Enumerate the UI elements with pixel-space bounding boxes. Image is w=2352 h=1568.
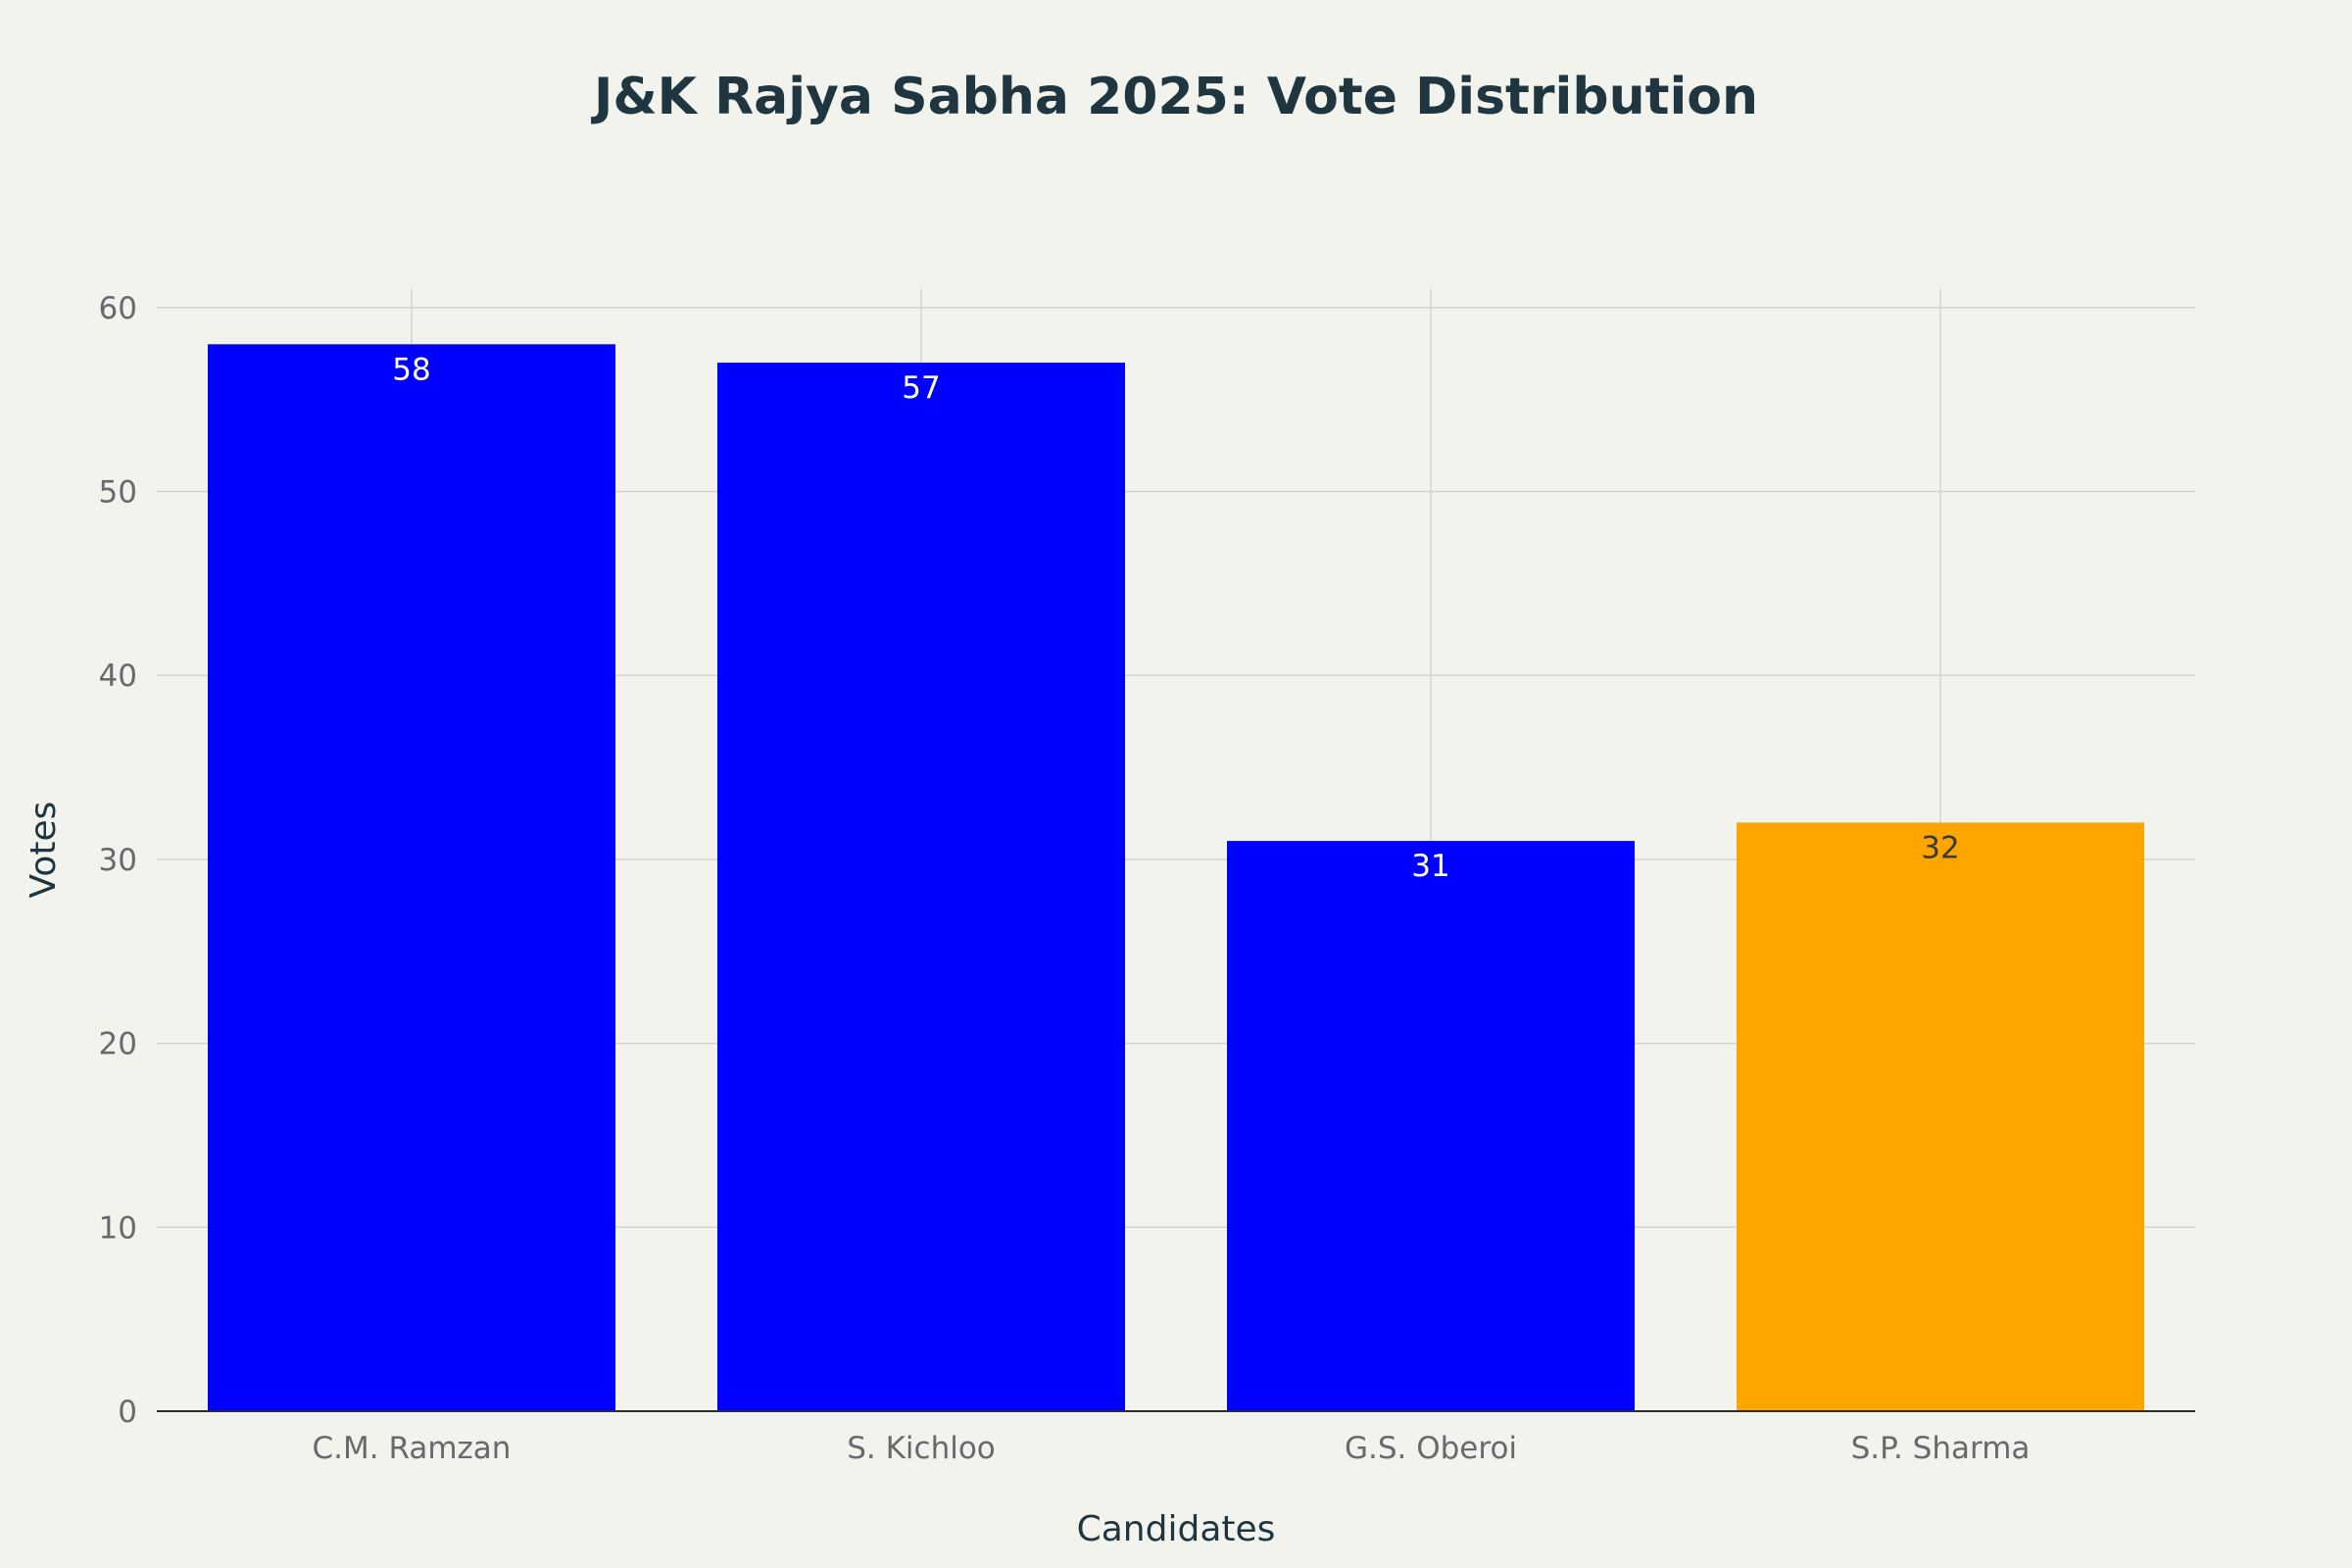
y-tick-label: 0 bbox=[118, 1395, 137, 1430]
y-tick-label: 20 bbox=[99, 1027, 137, 1062]
x-tick-label: S.P. Sharma bbox=[1851, 1431, 2031, 1466]
bar-value-label: 31 bbox=[1411, 849, 1449, 884]
bars bbox=[208, 344, 2144, 1411]
bar[interactable] bbox=[717, 363, 1125, 1411]
y-tick-label: 10 bbox=[99, 1210, 137, 1246]
bar-value-label: 58 bbox=[392, 352, 430, 387]
x-tick-label: G.S. Oberoi bbox=[1345, 1431, 1517, 1466]
bar-value-label: 57 bbox=[902, 370, 940, 406]
bar[interactable] bbox=[1737, 822, 2144, 1411]
x-axis-title: Candidates bbox=[1077, 1509, 1276, 1549]
chart-title: J&K Rajya Sabha 2025: Vote Distribution bbox=[591, 68, 1758, 126]
x-tick-label: C.M. Ramzan bbox=[313, 1431, 512, 1466]
bar-value-label: 32 bbox=[1921, 830, 1959, 865]
y-axis-title: Votes bbox=[24, 802, 64, 899]
y-tick-labels: 0 10 20 30 40 50 60 bbox=[99, 291, 137, 1430]
y-tick-label: 30 bbox=[99, 843, 137, 878]
y-tick-label: 50 bbox=[99, 474, 137, 510]
y-tick-label: 60 bbox=[99, 291, 137, 326]
x-tick-label: S. Kichloo bbox=[847, 1431, 996, 1466]
x-tick-labels: C.M. Ramzan S. Kichloo G.S. Oberoi S.P. Sha… bbox=[313, 1431, 2031, 1466]
y-tick-label: 40 bbox=[99, 659, 137, 694]
bar[interactable] bbox=[208, 344, 615, 1411]
bar[interactable] bbox=[1227, 841, 1635, 1411]
data-labels: 58 57 31 32 bbox=[392, 352, 1959, 884]
